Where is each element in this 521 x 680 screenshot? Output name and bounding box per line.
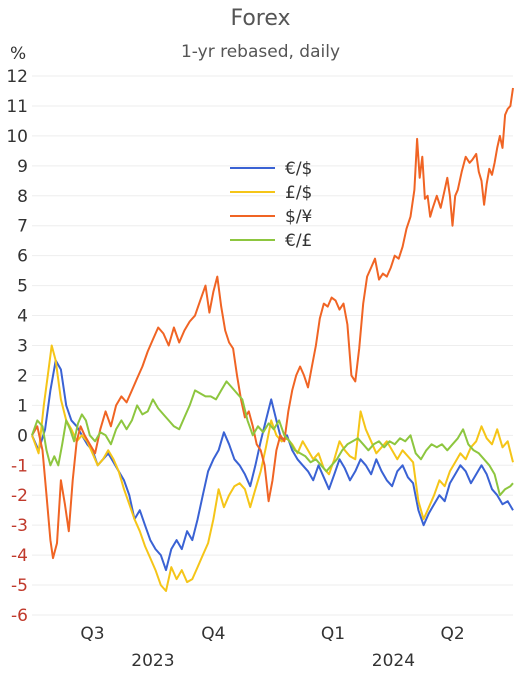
y-tick-label: -4: [11, 546, 28, 566]
x-tick-label: Q2: [440, 624, 464, 644]
y-tick-label: -6: [11, 606, 28, 626]
series-line-2: [31, 87, 514, 560]
y-tick-label: -5: [11, 576, 28, 596]
y-tick-label: 9: [17, 157, 28, 177]
y-tick-label: 0: [17, 426, 28, 446]
y-tick-label: -3: [11, 516, 28, 536]
chart-subtitle: 1-yr rebased, daily: [180, 42, 341, 62]
y-tick-label: 10: [6, 127, 28, 147]
y-tick-label: 7: [17, 217, 28, 237]
legend-label: €/£: [285, 231, 312, 251]
y-tick-label: 12: [6, 67, 28, 87]
y-tick-label: 5: [17, 277, 28, 297]
y-tick-label: -1: [11, 456, 28, 476]
x-tick-label: Q3: [80, 624, 104, 644]
x-tick-label: Q1: [321, 624, 345, 644]
y-tick-label: 11: [6, 97, 28, 117]
y-tick-label: 4: [17, 307, 28, 327]
y-tick-label: -2: [11, 486, 28, 506]
series-line-1: [31, 344, 514, 592]
legend-label: $/¥: [285, 207, 313, 227]
legend-label: €/$: [285, 159, 312, 179]
y-tick-label: 3: [17, 337, 28, 357]
chart-title: Forex: [230, 6, 291, 31]
x-year-label: 2024: [372, 651, 415, 671]
x-year-label: 2023: [131, 651, 174, 671]
y-axis-unit: %: [10, 44, 27, 64]
legend-label: £/$: [285, 183, 312, 203]
y-tick-label: 2: [17, 366, 28, 386]
y-tick-label: 6: [17, 247, 28, 267]
y-tick-label: 8: [17, 187, 28, 207]
x-tick-label: Q4: [201, 624, 225, 644]
series-line-3: [31, 380, 514, 497]
y-tick-label: 1: [17, 396, 28, 416]
